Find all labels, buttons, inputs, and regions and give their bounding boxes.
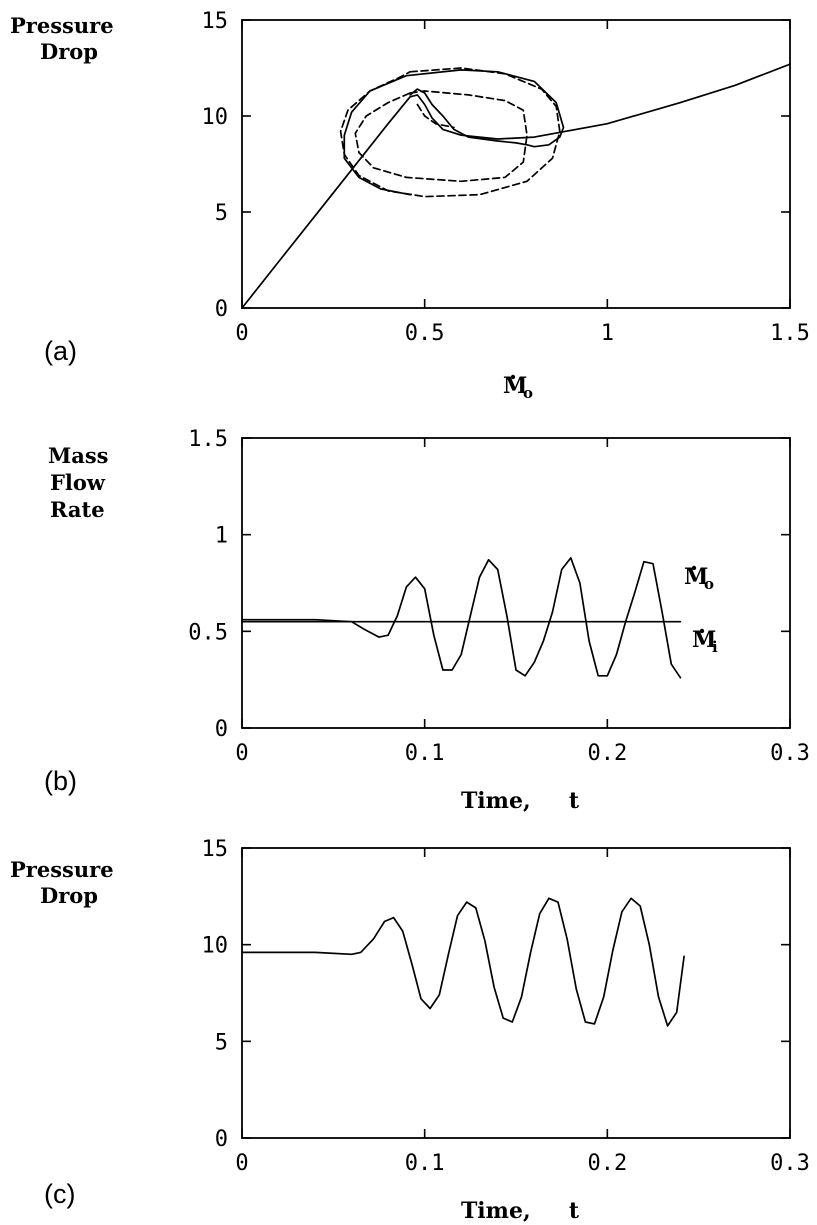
- x-tick-label: 0.5: [405, 321, 445, 346]
- panel-b: Mass Flow Rate (b) Time, t M o M i 0 0.1 0…: [44, 427, 810, 814]
- ylabel-line: Drop: [40, 883, 98, 908]
- y-tick-label: 10: [202, 934, 229, 959]
- series-label-symbol: M: [692, 627, 716, 653]
- y-tick-label: 10: [202, 105, 229, 130]
- panel-label: (c): [44, 1179, 75, 1209]
- panel-c: Pressure Drop (c) Time, t 0 0.1 0.2 0.3 0 5 10…: [10, 837, 810, 1224]
- xlabel-symbol: M: [503, 373, 527, 399]
- series-label-dot: [699, 628, 705, 634]
- x-tick-label: 0.2: [587, 1151, 627, 1176]
- ylabel-line: Mass: [48, 443, 109, 468]
- series-line: [241, 557, 682, 679]
- series-line: [241, 63, 791, 309]
- y-tick-label: 1.5: [188, 427, 228, 452]
- x-tick-label: 0.3: [770, 1151, 810, 1176]
- ylabel-line: Rate: [50, 497, 105, 522]
- ylabel-line: Drop: [40, 39, 98, 64]
- xlabel-dot: [510, 374, 516, 380]
- x-tick-label: 0.1: [405, 1151, 445, 1176]
- series-line: [241, 897, 685, 1027]
- series-line: [354, 90, 528, 183]
- ylabel-line: Pressure: [10, 13, 114, 38]
- ylabel-line: Pressure: [10, 857, 114, 882]
- x-tick-label: 0: [235, 741, 248, 766]
- x-tick-label: 0.1: [405, 741, 445, 766]
- x-tick-label: 1.5: [770, 321, 810, 346]
- y-tick-label: 15: [202, 9, 229, 34]
- xlabel: Time, t: [461, 1198, 580, 1224]
- series-label-dot: [691, 565, 697, 571]
- x-tick-label: 1: [601, 321, 614, 346]
- y-tick-label: 0: [215, 1127, 228, 1152]
- panel-label: (a): [44, 336, 77, 366]
- panel-a: Pressure Drop (a) M o 0 0.5 1 1.5 0 5 10 15: [10, 9, 810, 402]
- series-line: [416, 103, 455, 129]
- xlabel-mdot: M o: [503, 373, 533, 402]
- plot-frame: [241, 847, 791, 1139]
- y-tick-label: 15: [202, 837, 229, 862]
- xlabel: Time, t: [461, 788, 580, 814]
- series-label-mi: M i: [692, 627, 718, 656]
- y-tick-label: 0: [215, 297, 228, 322]
- y-tick-label: 5: [215, 1030, 228, 1055]
- y-tick-label: 1: [215, 524, 228, 549]
- series-label-subscript: o: [704, 575, 714, 593]
- x-tick-label: 0: [235, 1151, 248, 1176]
- panel-label: (b): [44, 766, 77, 796]
- y-tick-label: 0: [215, 717, 228, 742]
- x-tick-label: 0: [235, 321, 248, 346]
- x-tick-label: 0.3: [770, 741, 810, 766]
- x-tick-label: 0.2: [587, 741, 627, 766]
- ylabel-line: Flow: [50, 470, 106, 495]
- series-line: [339, 67, 561, 198]
- y-tick-label: 0.5: [188, 620, 228, 645]
- series-line: [343, 69, 565, 196]
- series-label-subscript: i: [712, 638, 718, 656]
- plot-frame: [241, 19, 791, 309]
- series-label-symbol: M: [684, 564, 708, 590]
- y-tick-label: 5: [215, 201, 228, 226]
- plot-frame: [241, 437, 791, 729]
- series-label-mo: M o: [684, 564, 714, 593]
- xlabel-subscript: o: [523, 384, 533, 402]
